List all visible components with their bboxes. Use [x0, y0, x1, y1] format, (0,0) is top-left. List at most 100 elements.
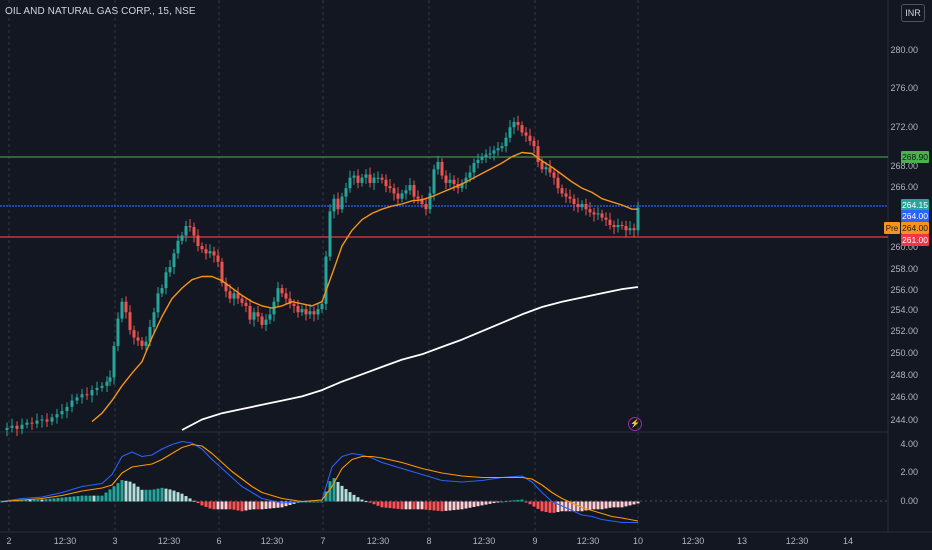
ema-short-line [91, 151, 638, 423]
candle-body [448, 179, 452, 183]
candle-body [400, 193, 404, 199]
candle-body [192, 227, 196, 236]
macd-tick-label: 0.00 [900, 496, 918, 506]
time-tick-label: 8 [426, 536, 431, 546]
price-tick-label: 268.00 [890, 161, 918, 171]
candle-body [120, 301, 124, 319]
candle-body [596, 213, 600, 215]
histogram-bar [260, 501, 264, 510]
candle-body [300, 309, 304, 313]
histogram-bar [368, 501, 372, 503]
histogram-bar [24, 499, 28, 502]
histogram-bar [312, 501, 316, 503]
histogram-bar [288, 501, 292, 506]
price-tick-label: 266.00 [890, 182, 918, 192]
candle-body [492, 150, 496, 154]
time-tick-label: 12:30 [158, 536, 181, 546]
histogram-bar [76, 496, 80, 502]
histogram-bar [512, 500, 516, 502]
currency-button[interactable]: INR [901, 4, 925, 22]
candle-body [160, 288, 164, 294]
candle-body [560, 188, 564, 194]
time-tick-label: 14 [843, 536, 853, 546]
candle-body [176, 240, 180, 254]
histogram-bar [408, 501, 412, 510]
candle-body [576, 203, 580, 208]
candle-body [508, 127, 512, 138]
candle-body [105, 381, 109, 386]
candle-body [636, 207, 640, 231]
histogram-bar [308, 501, 312, 503]
candle-body [268, 314, 272, 320]
histogram-bar [28, 499, 32, 502]
candle-body [424, 203, 428, 210]
candle-body [276, 288, 280, 302]
histogram-bar [516, 499, 520, 502]
price-tick-label: 280.00 [890, 45, 918, 55]
candle-body [208, 251, 212, 254]
candle-body [632, 228, 636, 231]
candle-body [172, 253, 176, 268]
pivot-badge-bg [901, 210, 929, 222]
histogram-bar [168, 489, 172, 502]
candle-body [444, 175, 448, 183]
candle-body [504, 137, 508, 147]
candle-body [564, 193, 568, 197]
candle-body [536, 146, 540, 162]
histogram-bar [612, 501, 616, 508]
histogram-bar [508, 500, 512, 502]
candle-body [140, 340, 144, 346]
candles-group [5, 115, 640, 437]
candle-body [416, 196, 420, 199]
histogram-bar [252, 501, 256, 510]
candle-body [116, 318, 120, 346]
candle-body [100, 385, 104, 388]
histogram-bar [564, 501, 568, 512]
pivot-badge: 264.00 [902, 211, 928, 221]
last-price-badge: 264.15 [902, 200, 928, 210]
candle-body [464, 177, 468, 183]
candle-body [232, 293, 236, 299]
lightning-icon[interactable]: ⚡ [628, 417, 642, 431]
histogram-bar [596, 501, 600, 510]
histogram-bar [604, 501, 608, 509]
histogram-bar [416, 501, 420, 510]
candle-body [10, 425, 14, 428]
histogram-bar [480, 501, 484, 506]
candle-body [376, 177, 380, 179]
histogram-bar [324, 491, 328, 502]
histogram-bar [360, 499, 364, 502]
histogram-bar [88, 495, 92, 502]
candle-body [248, 305, 252, 320]
candle-body [332, 198, 336, 212]
time-tick-label: 6 [216, 536, 221, 546]
histogram-bar [80, 495, 84, 502]
candle-body [200, 246, 204, 250]
histogram-bar [572, 501, 576, 512]
time-tick-label: 12:30 [786, 536, 809, 546]
pre-label-bg [884, 222, 900, 234]
candle-body [584, 203, 588, 210]
time-tick-label: 12:30 [682, 536, 705, 546]
candle-body [588, 209, 592, 213]
histogram-bar [496, 501, 500, 503]
histogram-bar [632, 501, 636, 505]
candle-body [348, 177, 352, 189]
candle-body [484, 154, 488, 157]
price-tick-label: 246.00 [890, 392, 918, 402]
time-tick-label: 9 [532, 536, 537, 546]
histogram-bar [92, 495, 96, 502]
candle-body [328, 211, 332, 257]
histogram-bar [392, 501, 396, 509]
candle-body [396, 193, 400, 199]
candle-body [540, 161, 544, 170]
candle-body [204, 249, 208, 254]
candle-body [572, 198, 576, 204]
macd-tick-label: 4.00 [900, 439, 918, 449]
histogram-bar [164, 488, 168, 502]
histogram-bar [64, 497, 68, 502]
candle-body [356, 175, 360, 183]
candle-body [20, 424, 24, 429]
